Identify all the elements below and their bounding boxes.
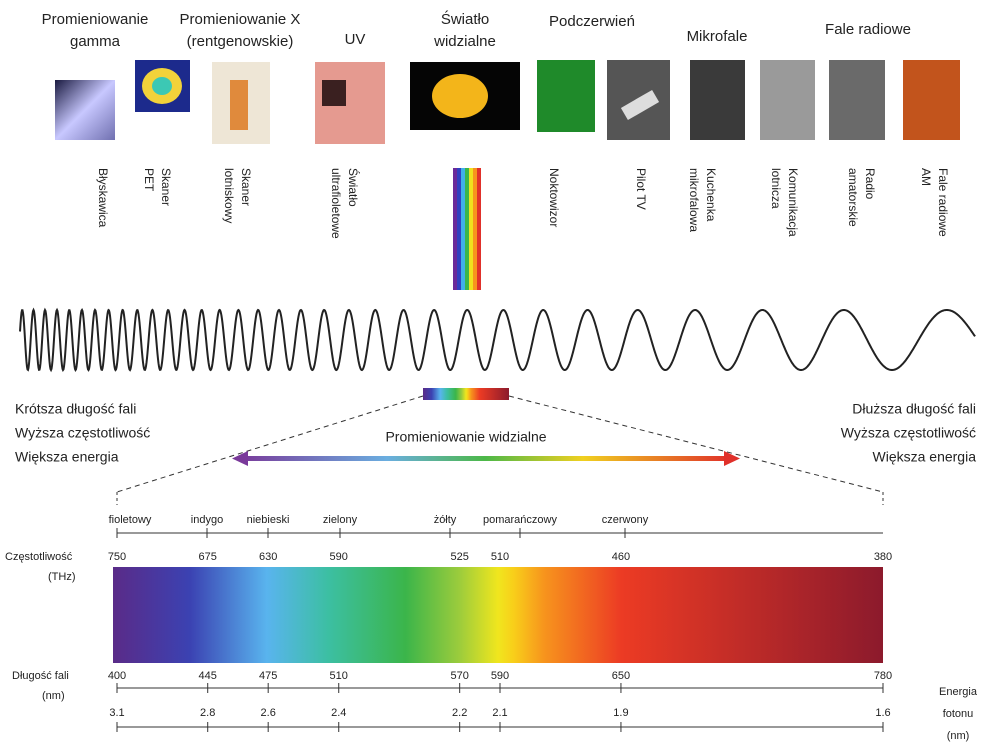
mini-spectrum [423,388,509,400]
example-label: Skaner [159,168,173,206]
energy-tick-label: 2.4 [331,707,346,719]
frequency-tick-label: 590 [330,551,348,563]
wavelength-tick-label: 590 [491,670,509,682]
band-title: (rentgenowskie) [187,33,294,50]
energy-tick-label: 2.8 [200,707,215,719]
photo [690,60,745,140]
stripe [453,168,457,290]
color-name: niebieski [247,514,290,526]
energy-tick-label: 2.6 [261,707,276,719]
color-name: pomarańczowy [483,514,557,526]
band-title: gamma [70,33,121,50]
example-label: amatorskie [846,168,860,227]
band-title: Mikrofale [687,28,748,45]
example-label: mikrofalowa [687,168,701,232]
stripe [469,168,473,290]
photo [829,60,885,140]
left-note: Większa energia [15,449,119,465]
frequency-tick-label: 525 [451,551,469,563]
example-label: AM [919,168,933,186]
stripe [477,168,481,290]
example-label: Światło [346,168,361,207]
spectrum [113,567,883,663]
rainbow-stripes [453,168,481,290]
dashed-line [509,396,883,492]
color-name: zielony [323,514,358,526]
example-label: Skaner [239,168,253,206]
axis-title: Długość fali [12,670,69,682]
wavelength-tick-label: 510 [330,670,348,682]
example-label: Pilot TV [634,168,648,210]
photo-detail [322,80,346,106]
wavelength-tick-label: 475 [259,670,277,682]
stripe [465,168,469,290]
band-title: Promieniowanie [42,11,149,28]
dashed-line [117,396,423,492]
example-label: PET [142,168,156,192]
example-label: Fale radiowe [936,168,950,237]
photo-detail [152,77,172,95]
visible-arrow [240,456,730,461]
left-note: Wyższa częstotliwość [15,425,150,441]
axis-title: (nm) [42,690,65,702]
band-title: Podczerwień [549,13,635,30]
band-title: Promieniowanie X [180,11,301,28]
color-name: indygo [191,514,223,526]
pictures [55,60,960,144]
stripe [473,168,477,290]
visible-label: Promieniowanie widzialne [385,429,546,445]
color-name: żółty [434,514,457,526]
axis-title: Energia [939,686,978,698]
energy-tick-label: 1.6 [875,707,890,719]
wavelength-tick-label: 445 [199,670,217,682]
band-title: Światło [441,10,489,28]
axis-title: (THz) [48,571,76,583]
axis-title: (nm) [947,730,970,742]
energy-tick-label: 2.1 [492,707,507,719]
band-title: UV [345,31,366,48]
stripe [457,168,461,290]
energy-tick-label: 2.2 [452,707,467,719]
example-label: Radio [863,168,877,200]
arrow-head [724,451,740,466]
photo [537,60,595,132]
frequency-tick-label: 675 [199,551,217,563]
right-note: Wyższa częstotliwość [841,425,976,441]
frequency-tick-label: 510 [491,551,509,563]
left-note: Krótsza długość fali [15,401,136,417]
wave [20,310,975,370]
axis-title: fotonu [943,708,974,720]
frequency-tick-label: 630 [259,551,277,563]
example-label: lotnicza [769,168,783,209]
example-label: lotniskowy [222,168,236,223]
color-name: fioletowy [109,514,152,526]
wavelength-tick-label: 780 [874,670,892,682]
photo [760,60,815,140]
color-name: czerwony [602,514,649,526]
energy-tick-label: 3.1 [109,707,124,719]
photo-detail [230,80,248,130]
wavelength-tick-label: 650 [612,670,630,682]
stripe [461,168,465,290]
right-note: Dłuższa długość fali [852,401,976,417]
example-label: Błyskawica [96,168,110,228]
wavelength-tick-label: 570 [451,670,469,682]
example-label: ultrafioletowe [329,168,343,239]
example-label: Noktowizor [547,168,561,227]
example-label: Kuchenka [704,168,718,222]
frequency-tick-label: 380 [874,551,892,563]
frequency-tick-label: 750 [108,551,126,563]
energy-tick-label: 1.9 [613,707,628,719]
photo [903,60,960,140]
band-title: widzialne [433,33,496,50]
example-label: Komunikacja [786,168,800,237]
diagram: Promieniowanie widzialne Promieniowanie g… [0,0,981,742]
photo-detail [432,74,488,118]
wavelength-tick-label: 400 [108,670,126,682]
axis-title: Częstotliwość [5,551,73,563]
photo [55,80,115,140]
right-note: Większa energia [873,449,977,465]
band-title: Fale radiowe [825,21,911,38]
frequency-tick-label: 460 [612,551,630,563]
